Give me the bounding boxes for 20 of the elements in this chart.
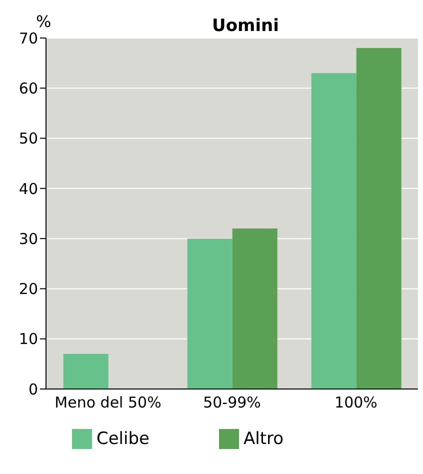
bar [232, 228, 278, 389]
y-tick-label: 0 [28, 380, 38, 398]
y-tick-label: 10 [18, 330, 38, 348]
y-tick-label: 60 [18, 79, 38, 98]
y-tick-label: 30 [18, 230, 38, 248]
y-tick-label: 70 [18, 29, 38, 48]
bar [63, 354, 108, 389]
x-tick-label: Meno del 50% [54, 394, 162, 412]
bar [311, 73, 356, 389]
bar [356, 48, 402, 389]
legend-label: Celibe [96, 429, 150, 449]
bar [187, 238, 232, 389]
x-tick-label: 100% [334, 394, 378, 412]
y-tick-label: 20 [18, 280, 38, 298]
y-tick-label: 50 [18, 130, 38, 148]
chart-title: Uomini [211, 16, 280, 36]
y-tick-label: 40 [18, 180, 38, 198]
x-tick-label: 50-99% [203, 394, 261, 412]
legend-label: Altro [243, 429, 284, 449]
y-axis-title: % [36, 12, 52, 31]
